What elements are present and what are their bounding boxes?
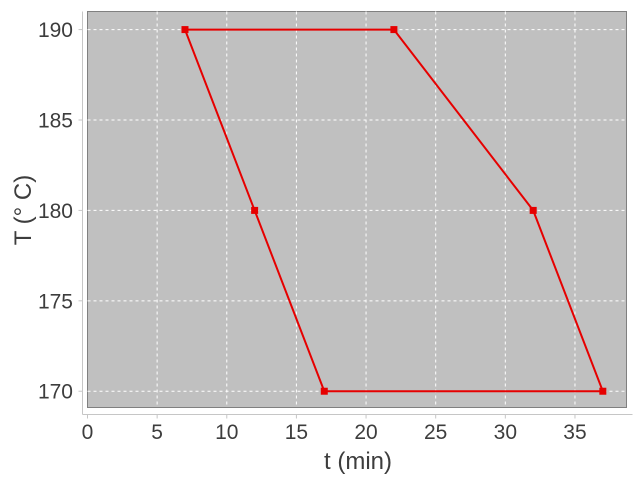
y-tick-label: 175 [38, 290, 73, 313]
data-point-marker [181, 26, 189, 34]
plot-render-root: 170 175 180 185 190 0 5 10 15 20 25 30 35 [38, 11, 633, 444]
x-tick-label: 30 [494, 421, 517, 444]
x-tick-label: 20 [354, 421, 377, 444]
x-tick-label: 35 [563, 421, 586, 444]
x-tick-label: 0 [82, 421, 94, 444]
data-point-marker [599, 387, 607, 395]
x-tick-label: 25 [424, 421, 447, 444]
data-point-marker [390, 26, 398, 34]
y-tick-label: 185 [38, 109, 73, 132]
x-axis-title: t (min) [324, 448, 392, 475]
plot-area [87, 11, 627, 408]
y-axis-title: T (° C) [10, 175, 37, 245]
data-point-marker [529, 206, 537, 214]
y-tick-label: 170 [38, 381, 73, 404]
x-tick-label: 5 [151, 421, 163, 444]
x-tick-label: 10 [215, 421, 238, 444]
y-tick-label: 190 [38, 19, 73, 42]
data-point-marker [320, 387, 328, 395]
x-tick-label: 15 [285, 421, 308, 444]
data-point-marker [251, 206, 259, 214]
y-tick-label: 180 [38, 200, 73, 223]
